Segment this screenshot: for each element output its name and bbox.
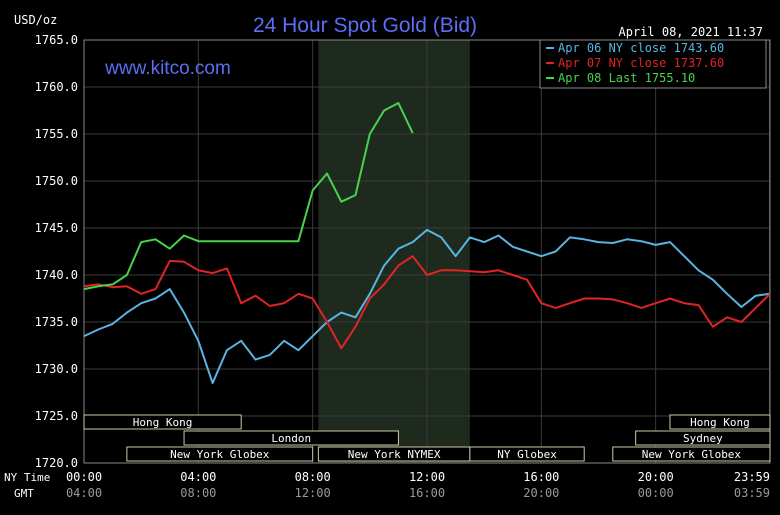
y-tick-label: 1735.0 [35, 315, 78, 329]
x-tick-label-gmt: 16:00 [409, 486, 445, 500]
y-tick-label: 1760.0 [35, 80, 78, 94]
session-bar [612, 446, 771, 462]
y-tick-label: 1745.0 [35, 221, 78, 235]
y-tick-label: 1720.0 [35, 456, 78, 470]
x-tick-label-ny: 00:00 [66, 470, 102, 484]
y-axis-label: USD/oz [14, 13, 57, 27]
x-tick-label-gmt: 12:00 [295, 486, 331, 500]
session-label: New York NYMEX [348, 448, 441, 461]
legend-entry: Apr 06 NY close 1743.60 [558, 41, 724, 55]
session-bar [183, 430, 399, 446]
series-line-1 [83, 228, 771, 385]
session-label: NY Globex [497, 448, 557, 461]
legend-entry: Apr 07 NY close 1737.60 [558, 56, 724, 70]
x-row-label-gmt: GMT [14, 487, 34, 500]
x-tick-label-ny: 23:59 [734, 470, 770, 484]
session-label: Hong Kong [690, 416, 750, 429]
x-tick-label-ny: 20:00 [638, 470, 674, 484]
x-tick-label-ny: 08:00 [295, 470, 331, 484]
watermark: www.kitco.com [104, 58, 231, 79]
session-bar [469, 446, 585, 462]
x-tick-label-gmt: 20:00 [523, 486, 559, 500]
x-tick-label-ny: 16:00 [523, 470, 559, 484]
x-tick-label-gmt: 03:59 [734, 486, 770, 500]
session-bar [126, 446, 314, 462]
nymex-session-shade [318, 40, 470, 463]
x-tick-label-ny: 04:00 [180, 470, 216, 484]
x-tick-label-gmt: 00:00 [638, 486, 674, 500]
y-tick-label: 1730.0 [35, 362, 78, 376]
session-label: London [271, 432, 311, 445]
y-tick-label: 1750.0 [35, 174, 78, 188]
timestamp: April 08, 2021 11:37 [619, 25, 764, 39]
x-tick-label-ny: 12:00 [409, 470, 445, 484]
x-tick-label-gmt: 04:00 [66, 486, 102, 500]
y-tick-label: 1740.0 [35, 268, 78, 282]
chart-title: 24 Hour Spot Gold (Bid) [253, 14, 477, 37]
plot-frame [83, 39, 771, 464]
session-label: Hong Kong [133, 416, 193, 429]
session-bar [669, 414, 771, 430]
y-tick-label: 1765.0 [35, 33, 78, 47]
legend-box [539, 39, 767, 89]
x-row-label-ny: NY Time [4, 471, 50, 484]
x-tick-label-gmt: 08:00 [180, 486, 216, 500]
session-bar [83, 414, 242, 430]
session-label: Sydney [683, 432, 723, 445]
y-tick-label: 1725.0 [35, 409, 78, 423]
session-label: New York Globex [170, 448, 270, 461]
series-line-2 [83, 255, 771, 350]
series-line-3 [83, 102, 414, 291]
y-tick-label: 1755.0 [35, 127, 78, 141]
session-bar [635, 430, 771, 446]
legend-entry: Apr 08 Last 1755.10 [558, 71, 695, 85]
session-label: New York Globex [642, 448, 742, 461]
